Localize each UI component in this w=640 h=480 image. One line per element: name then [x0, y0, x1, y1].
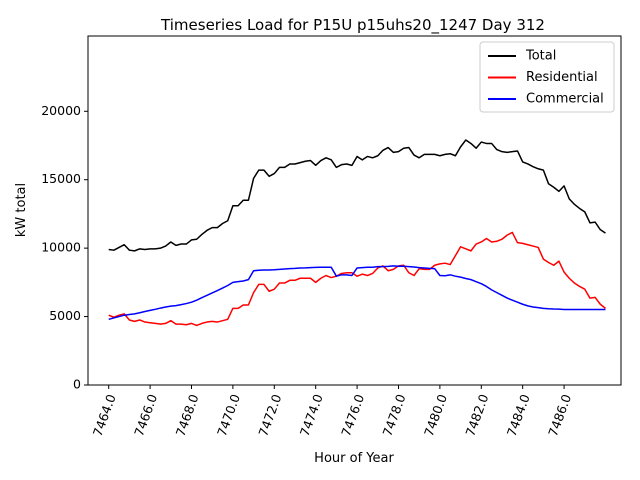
x-tick-label: 7476.0 [338, 392, 367, 438]
x-tick-label: 7478.0 [380, 392, 409, 438]
x-tick-label: 7472.0 [255, 392, 284, 438]
x-tick-label: 7486.0 [545, 392, 574, 438]
legend-box [479, 41, 615, 113]
x-axis-ticks: 7464.0 7466.0 7468.0 7470.0 7472.0 7474.0 7476… [90, 385, 574, 438]
x-axis-label: Hour of Year [314, 451, 394, 466]
legend-label-commercial: Commercial [526, 92, 604, 107]
x-tick-label: 7466.0 [131, 392, 160, 438]
x-tick-label: 7484.0 [504, 392, 533, 438]
x-tick-label: 7482.0 [462, 392, 491, 438]
y-tick-label: 10000 [41, 240, 81, 255]
x-tick-label: 7480.0 [421, 392, 450, 438]
x-tick-label: 7474.0 [297, 392, 326, 438]
legend-label-total: Total [525, 49, 556, 64]
series-line-commercial [108, 265, 606, 321]
x-tick-label: 7464.0 [90, 392, 119, 438]
series-line-residential [108, 231, 606, 327]
x-tick-label: 7470.0 [214, 392, 243, 438]
legend: Total Residential Commercial [479, 41, 615, 113]
series-line-total [108, 139, 606, 252]
y-tick-label: 0 [73, 377, 81, 392]
y-tick-label: 5000 [49, 308, 81, 323]
chart-title: Timeseries Load for P15U p15uhs20_1247 D… [160, 16, 545, 35]
plot-frame [87, 35, 622, 386]
y-axis-ticks: 0 5000 10000 15000 20000 [41, 103, 88, 392]
y-axis-label: kW total [14, 183, 29, 237]
x-tick-label: 7468.0 [173, 392, 202, 438]
y-tick-label: 20000 [41, 103, 81, 118]
legend-label-residential: Residential [526, 70, 598, 85]
y-tick-label: 15000 [41, 171, 81, 186]
series-layer [108, 139, 606, 327]
